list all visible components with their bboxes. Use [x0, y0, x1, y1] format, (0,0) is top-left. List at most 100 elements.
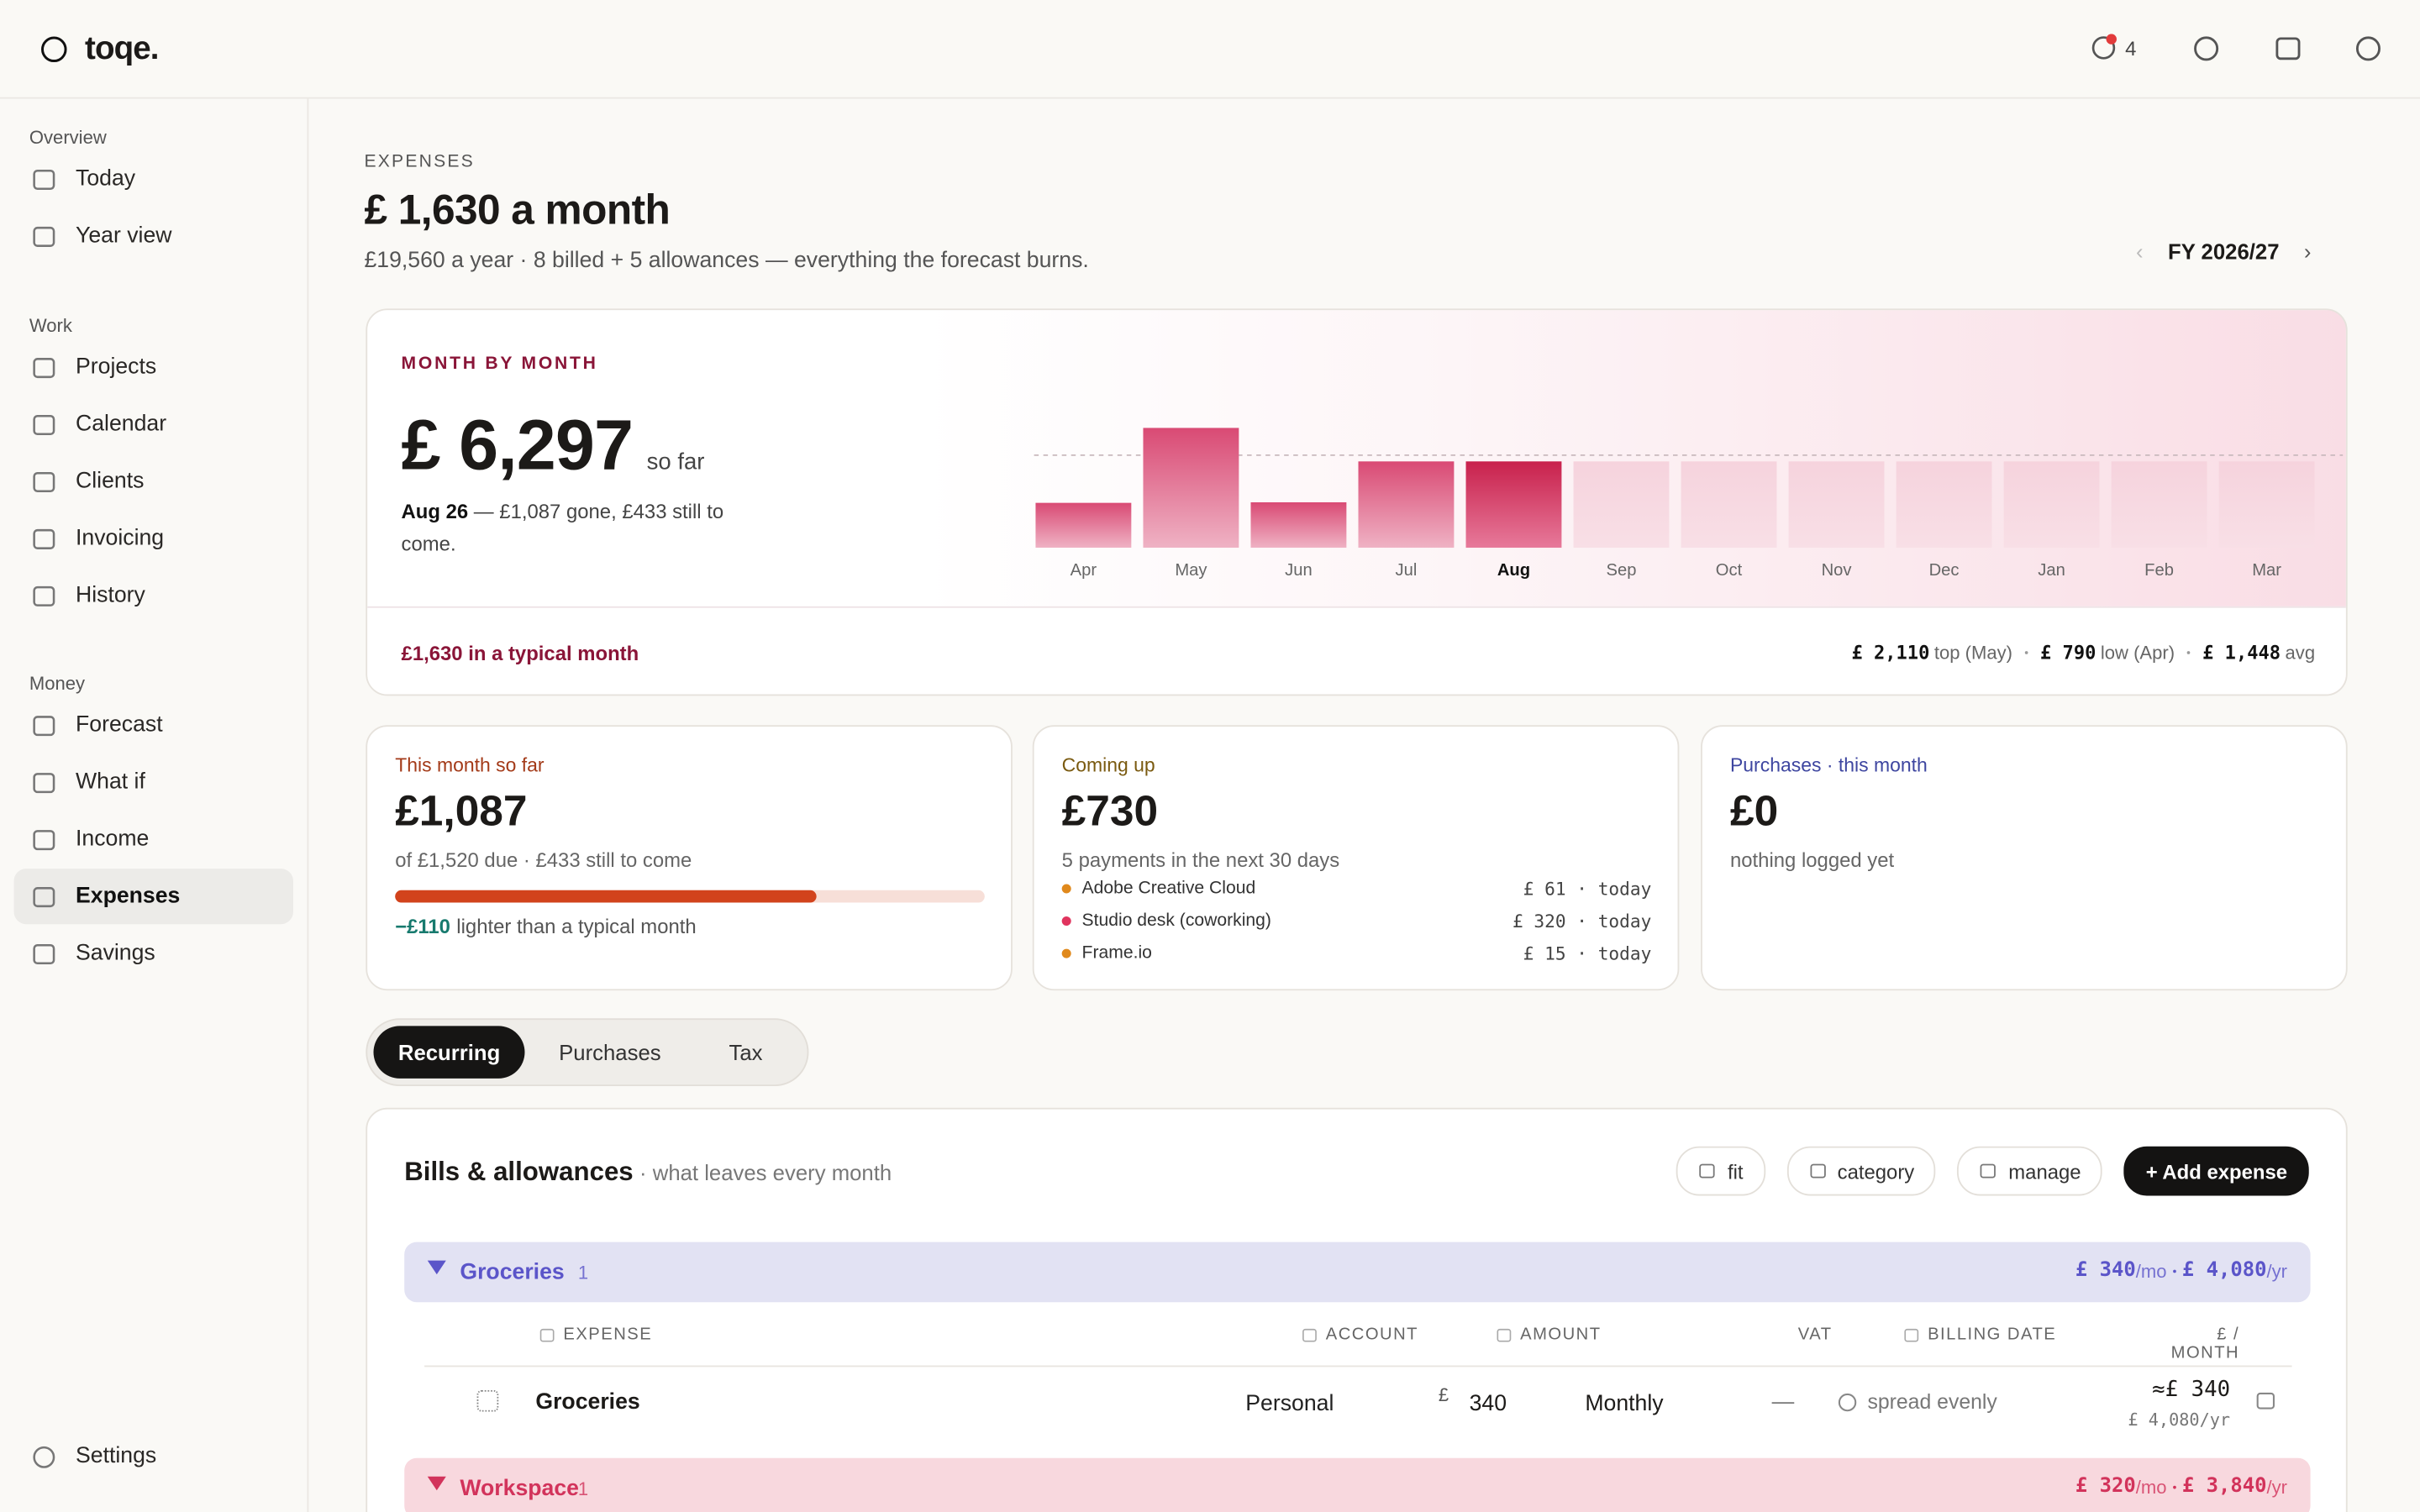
button[interactable]: fit	[1676, 1146, 1765, 1196]
fy-switch: ‹ FY 2026/27 ›	[2136, 239, 2311, 264]
group-name: Groceries	[460, 1260, 565, 1286]
icon	[539, 1328, 555, 1341]
nav-item[interactable]: Expenses	[13, 869, 293, 925]
nav-item[interactable]: What if	[14, 754, 293, 810]
next[interactable]: ›	[2303, 239, 2312, 265]
group-header[interactable]: Workspace 1 £ 320/mo £ 3,840/yr	[404, 1457, 2311, 1512]
payment-amount: £ 15 · today	[1523, 942, 1652, 964]
button[interactable]: manage	[1957, 1146, 2103, 1196]
nav-item[interactable]: Savings	[14, 926, 293, 981]
icon	[1809, 1163, 1825, 1179]
drag-handle	[476, 1389, 499, 1412]
card-value: £1,087	[395, 786, 528, 835]
title: Bills & allowances	[404, 1157, 634, 1187]
button[interactable]: category	[1786, 1146, 1936, 1196]
card-label: Coming up	[1061, 754, 1155, 776]
nav-label: Savings	[76, 941, 155, 966]
month-footer: £1,630 in a typical month £ 2,110 top (May…	[367, 606, 2346, 695]
nav-item[interactable]: Forecast	[14, 697, 293, 753]
fy: FY 2026/27	[2168, 239, 2280, 265]
caret	[427, 1476, 446, 1491]
notifications[interactable]: 4	[2090, 34, 2137, 61]
tab[interactable]: Purchases	[559, 1039, 661, 1065]
notification-count: 4	[2125, 36, 2137, 60]
nav-label: Expenses	[76, 884, 181, 909]
nav-item[interactable]: Settings	[14, 1429, 293, 1484]
total-value: £ 6,297	[401, 404, 634, 485]
nav-item[interactable]: Clients	[14, 454, 293, 509]
column: £ / MONTH	[2144, 1326, 2239, 1362]
nav-item[interactable]: Today	[14, 151, 293, 207]
icon	[1699, 1163, 1716, 1179]
bar	[2003, 461, 2100, 549]
nav-item[interactable]: Calendar	[14, 396, 293, 452]
badge	[2106, 34, 2117, 45]
brand: toqe.	[85, 30, 159, 66]
bar	[1035, 502, 1132, 549]
nav-item[interactable]: Invoicing	[14, 511, 293, 566]
nav-label: Year view	[76, 223, 172, 249]
icon-shape	[1809, 1163, 1825, 1179]
icon	[33, 943, 55, 964]
card-value: £0	[1729, 786, 1779, 835]
page-subtitle: £19,560 a year · 8 billed + 5 allowances…	[364, 248, 1089, 274]
unit: /yr	[2266, 1475, 2288, 1498]
total-note: Aug 26 — £1,087 gone, £433 still to come…	[402, 496, 749, 560]
nav-label: Today	[76, 166, 136, 192]
payment-dot	[1061, 916, 1071, 927]
column-label: VAT	[1797, 1325, 1833, 1344]
nav-item[interactable]: History	[14, 568, 293, 623]
frequency: Monthly	[1585, 1391, 1664, 1417]
currency: £	[1438, 1383, 1449, 1406]
group-header[interactable]: Groceries 1 £ 340/mo £ 4,080/yr	[404, 1242, 2311, 1303]
column-label: £ / MONTH	[2170, 1325, 2240, 1362]
bills-title: Bills & allowances · what leaves every mo…	[404, 1158, 892, 1189]
toolbar: fit category manage + Add expense	[1676, 1146, 2309, 1196]
button-label: manage	[2008, 1159, 2081, 1183]
icon-shape	[2355, 36, 2381, 61]
sidebar: Overview Today Year view Work Projects Calend…	[0, 98, 309, 1512]
summary-card: Coming up £730 5 payments in the next 30 d…	[1032, 725, 1680, 991]
tab[interactable]: Tax	[729, 1039, 763, 1065]
card-label: This month so far	[395, 754, 544, 776]
group-name: Workspace	[460, 1476, 579, 1502]
bar	[1143, 428, 1239, 549]
icon	[2355, 36, 2381, 61]
bills-card: Bills & allowances · what leaves every mo…	[366, 1107, 2348, 1512]
caret	[427, 1260, 446, 1275]
month-label: Jun	[1285, 561, 1313, 580]
group-count: 1	[577, 1478, 589, 1500]
icon-shape	[33, 829, 55, 850]
icon	[2194, 36, 2219, 61]
icon	[33, 471, 55, 492]
icon-shape	[1904, 1328, 1919, 1341]
nav-label: Invoicing	[76, 526, 165, 551]
tabs: Recurring Purchases Tax	[366, 1018, 809, 1087]
icon-shape	[2256, 1392, 2275, 1410]
card-sub: of £1,520 due · £433 still to come	[395, 848, 692, 872]
group-total: £ 340/mo £ 4,080/yr	[2075, 1259, 2287, 1283]
bar	[1681, 461, 1777, 549]
button[interactable]: + Add expense	[2124, 1146, 2309, 1196]
column-label: ACCOUNT	[1325, 1325, 1418, 1344]
prev[interactable]: ‹	[2136, 239, 2144, 265]
stat-value: £ 2,110	[1851, 642, 1930, 664]
nav-label: What if	[76, 769, 145, 795]
delta-text: lighter than a typical month	[456, 915, 697, 938]
icon-button[interactable]	[2274, 34, 2303, 71]
icon-button[interactable]	[2354, 34, 2383, 71]
icon-shape	[33, 226, 55, 247]
nav-item[interactable]: Income	[14, 811, 293, 867]
month-label: Jul	[1396, 561, 1418, 580]
nav-label: History	[76, 583, 145, 608]
nav-item[interactable]: Year view	[14, 208, 293, 264]
nav-item[interactable]: Projects	[14, 339, 293, 395]
icon-button[interactable]	[2191, 34, 2221, 71]
expense-row[interactable]: Groceries Personal £340 Monthly — spread even…	[424, 1366, 2291, 1443]
icon-shape	[2091, 36, 2116, 60]
icon-shape	[1981, 1163, 1996, 1179]
tab[interactable]: Recurring	[373, 1026, 525, 1079]
delete[interactable]	[2254, 1390, 2276, 1418]
vat: —	[1771, 1389, 1795, 1415]
icon	[1838, 1392, 1857, 1411]
